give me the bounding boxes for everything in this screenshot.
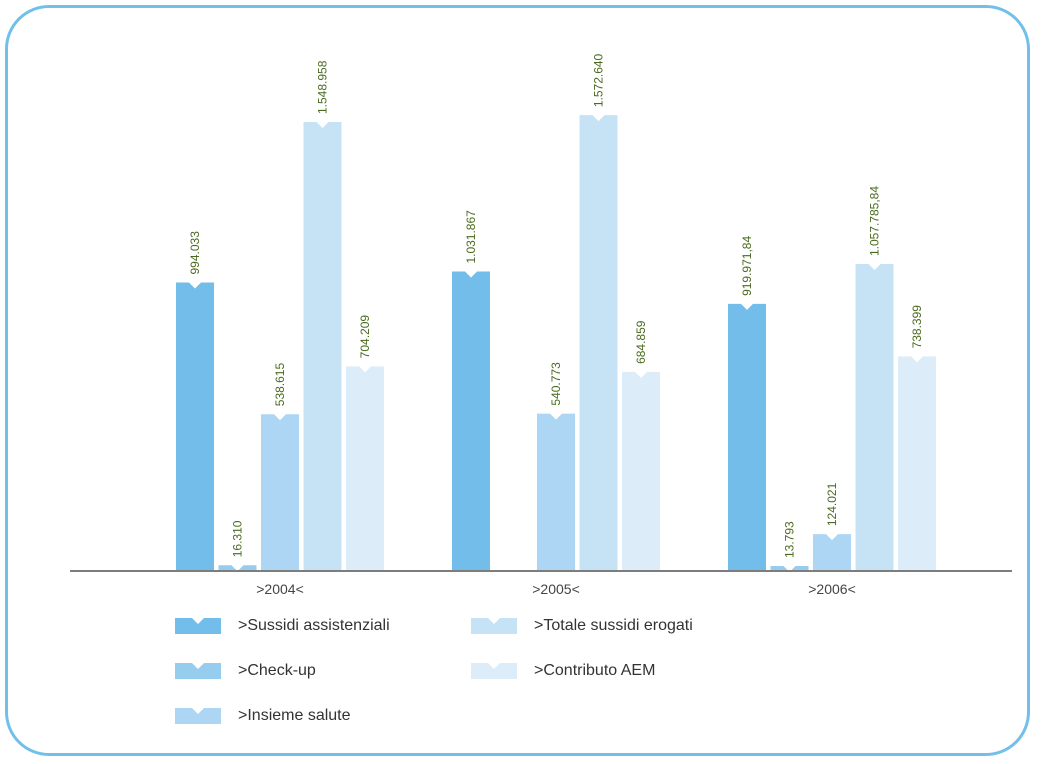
value-label-insieme-salute-2005: 540.773 [549,362,563,406]
value-label-totale-sussidi-erogati-2006: 1.057.785,84 [868,186,882,256]
bar-sussidi-assistenziali-2005 [452,271,490,570]
value-labels-group: 994.033 16.310 538.615 1.548.958 704.209 1.03… [188,53,924,558]
bar-contributo-aem-2004 [346,366,384,570]
category-label-2006: >2006< [808,581,856,597]
category-labels-group: >2004< >2005< >2006< [256,581,856,597]
category-label-2004: >2004< [256,581,304,597]
value-label-sussidi-assistenziali-2004: 994.033 [188,231,202,275]
bars-group [176,115,936,572]
value-label-sussidi-assistenziali-2005: 1.031.867 [464,210,478,264]
value-label-check-up-2004: 16.310 [231,520,245,557]
bar-sussidi-assistenziali-2004 [176,282,214,570]
bar-contributo-aem-2006 [898,356,936,570]
bar-insieme-salute-2006 [813,534,851,570]
value-label-contributo-aem-2004: 704.209 [358,315,372,359]
bar-contributo-aem-2005 [622,371,660,570]
bar-insieme-salute-2005 [537,413,575,570]
value-label-sussidi-assistenziali-2006: 919.971,84 [740,236,754,296]
value-label-totale-sussidi-erogati-2004: 1.548.958 [316,60,330,114]
bar-check-up-2006 [770,566,809,572]
value-label-contributo-aem-2006: 738.399 [910,305,924,349]
bar-totale-sussidi-erogati-2006 [855,264,894,570]
value-label-insieme-salute-2006: 124.021 [825,482,839,526]
value-label-contributo-aem-2005: 684.859 [634,320,648,364]
bar-totale-sussidi-erogati-2005 [579,115,618,570]
value-label-check-up-2006: 13.793 [783,521,797,558]
bar-totale-sussidi-erogati-2004 [303,122,342,570]
bar-sussidi-assistenziali-2006 [728,303,766,570]
bar-insieme-salute-2004 [261,414,299,570]
value-label-totale-sussidi-erogati-2005: 1.572.640 [592,53,606,107]
value-label-insieme-salute-2004: 538.615 [273,363,287,407]
bar-check-up-2004 [218,565,257,572]
category-label-2005: >2005< [532,581,580,597]
